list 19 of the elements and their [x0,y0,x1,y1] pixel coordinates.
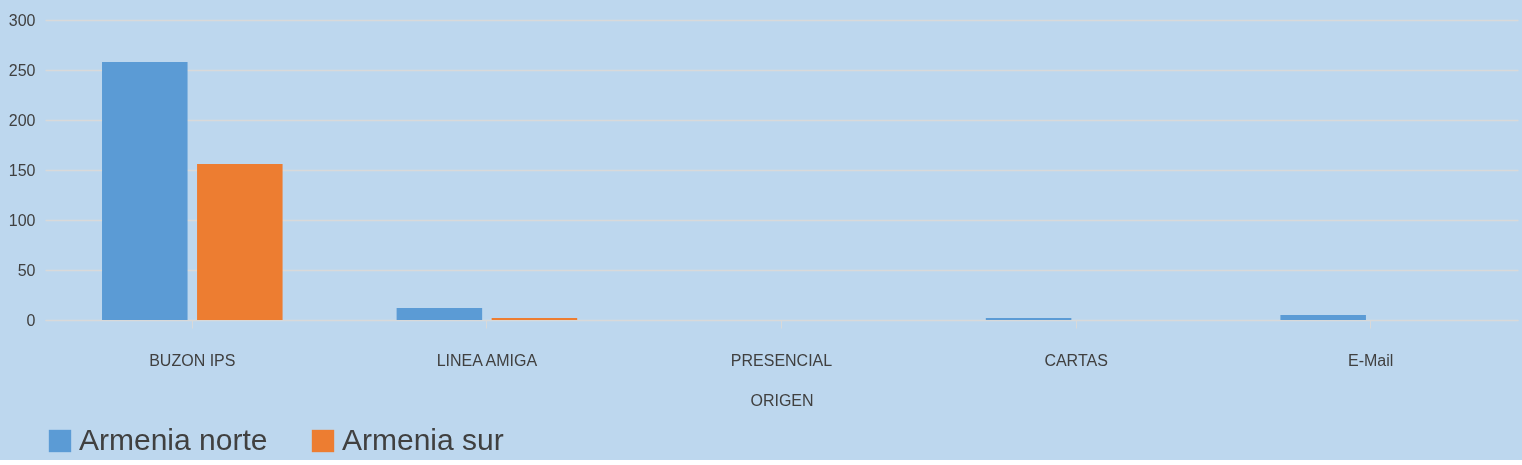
y-tick-label: 50 [17,261,36,279]
y-tick-label: 300 [8,11,36,29]
legend-label: Armenia sur [342,423,504,456]
y-tick-label: 0 [26,311,36,329]
legend-label: Armenia norte [79,423,268,456]
bar [102,62,188,320]
bar [197,164,283,320]
y-tick-label: 200 [8,111,36,129]
x-tick-label: BUZON IPS [149,351,236,369]
x-tick-label: LINEA AMIGA [436,351,538,369]
x-axis-title: ORIGEN [750,391,814,409]
x-tick-label: PRESENCIAL [730,351,833,369]
x-tick-label: CARTAS [1044,351,1108,369]
y-tick-label: 250 [8,61,36,79]
x-tick-label: E-Mail [1348,351,1394,369]
y-tick-label: 150 [8,161,36,179]
bar [1280,315,1366,320]
y-tick-label: 100 [8,211,36,229]
bar [396,308,483,320]
